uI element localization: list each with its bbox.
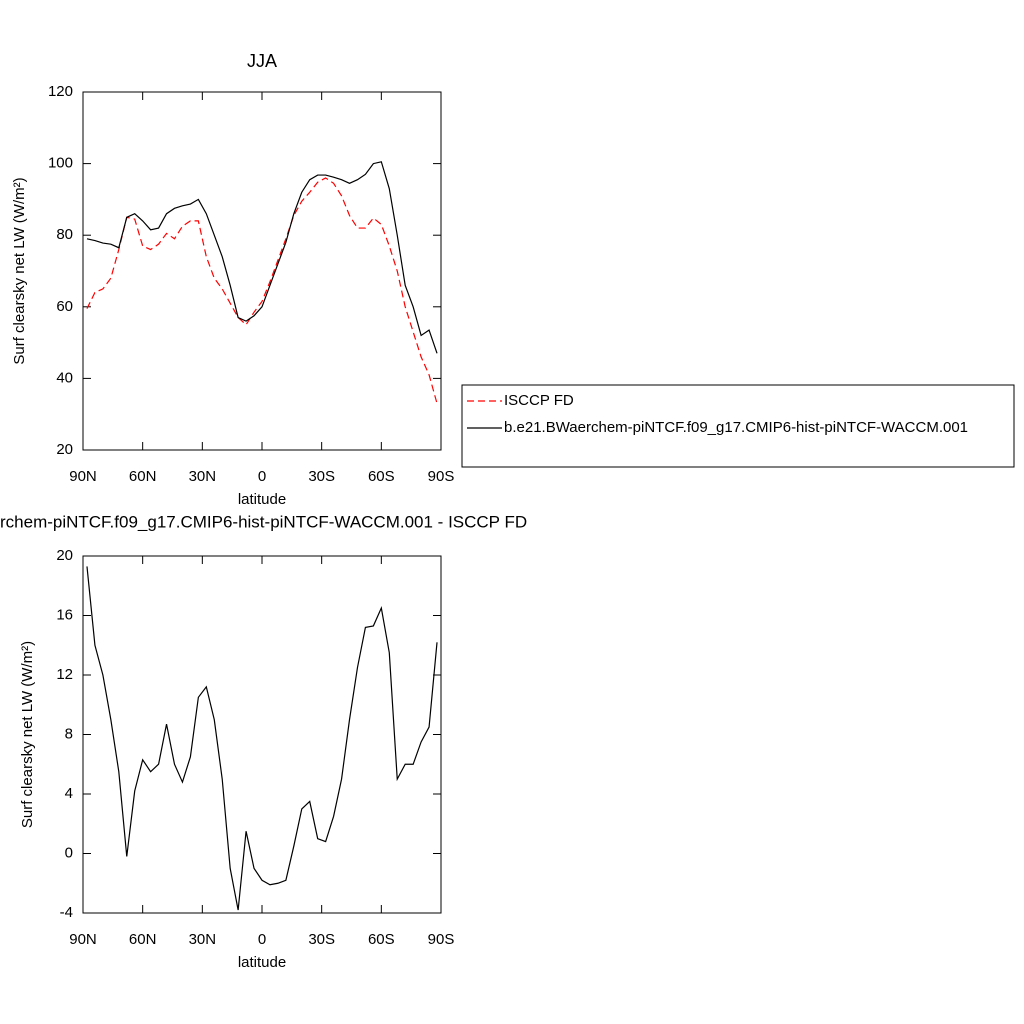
x-tick-label: 90S bbox=[428, 931, 455, 948]
x-tick-label: 30N bbox=[189, 931, 217, 948]
legend-label: ISCCP FD bbox=[504, 392, 574, 409]
y-tick-label: 20 bbox=[56, 441, 73, 458]
x-tick-label: 0 bbox=[258, 931, 266, 948]
y-axis-label: Surf clearsky net LW (W/m²) bbox=[19, 641, 36, 828]
x-tick-label: 30N bbox=[189, 468, 217, 485]
chart-title: JJA bbox=[247, 51, 277, 71]
y-tick-label: 100 bbox=[48, 155, 73, 172]
legend-label: b.e21.BWaerchem-piNTCF.f09_g17.CMIP6-his… bbox=[504, 419, 968, 436]
x-axis-label: latitude bbox=[238, 954, 286, 971]
x-tick-label: 90N bbox=[69, 931, 97, 948]
x-tick-label: 60S bbox=[368, 931, 395, 948]
y-tick-label: 0 bbox=[65, 844, 73, 861]
x-tick-label: 90N bbox=[69, 468, 97, 485]
y-tick-label: 80 bbox=[56, 226, 73, 243]
plot-frame bbox=[82, 555, 442, 914]
y-tick-label: 8 bbox=[65, 725, 73, 742]
y-tick-label: 40 bbox=[56, 369, 73, 386]
y-tick-label: 4 bbox=[65, 785, 73, 802]
chart-title: rchem-piNTCF.f09_g17.CMIP6-hist-piNTCF-W… bbox=[0, 512, 527, 531]
legend-box bbox=[461, 384, 1015, 468]
x-tick-label: 30S bbox=[308, 931, 335, 948]
data-line bbox=[86, 177, 438, 404]
x-tick-label: 90S bbox=[428, 468, 455, 485]
y-tick-label: 12 bbox=[56, 666, 73, 683]
x-axis-label: latitude bbox=[238, 491, 286, 508]
data-line bbox=[86, 161, 438, 354]
data-line bbox=[86, 566, 438, 911]
x-tick-label: 60N bbox=[129, 468, 157, 485]
y-axis-label: Surf clearsky net LW (W/m²) bbox=[11, 177, 28, 364]
x-tick-label: 0 bbox=[258, 468, 266, 485]
y-tick-label: 120 bbox=[48, 83, 73, 100]
x-tick-label: 60N bbox=[129, 931, 157, 948]
plot-frame bbox=[82, 91, 442, 451]
y-tick-label: 60 bbox=[56, 298, 73, 315]
x-tick-label: 30S bbox=[308, 468, 335, 485]
y-tick-label: 16 bbox=[56, 606, 73, 623]
y-tick-label: 20 bbox=[56, 547, 73, 564]
x-tick-label: 60S bbox=[368, 468, 395, 485]
y-tick-label: -4 bbox=[60, 904, 73, 921]
